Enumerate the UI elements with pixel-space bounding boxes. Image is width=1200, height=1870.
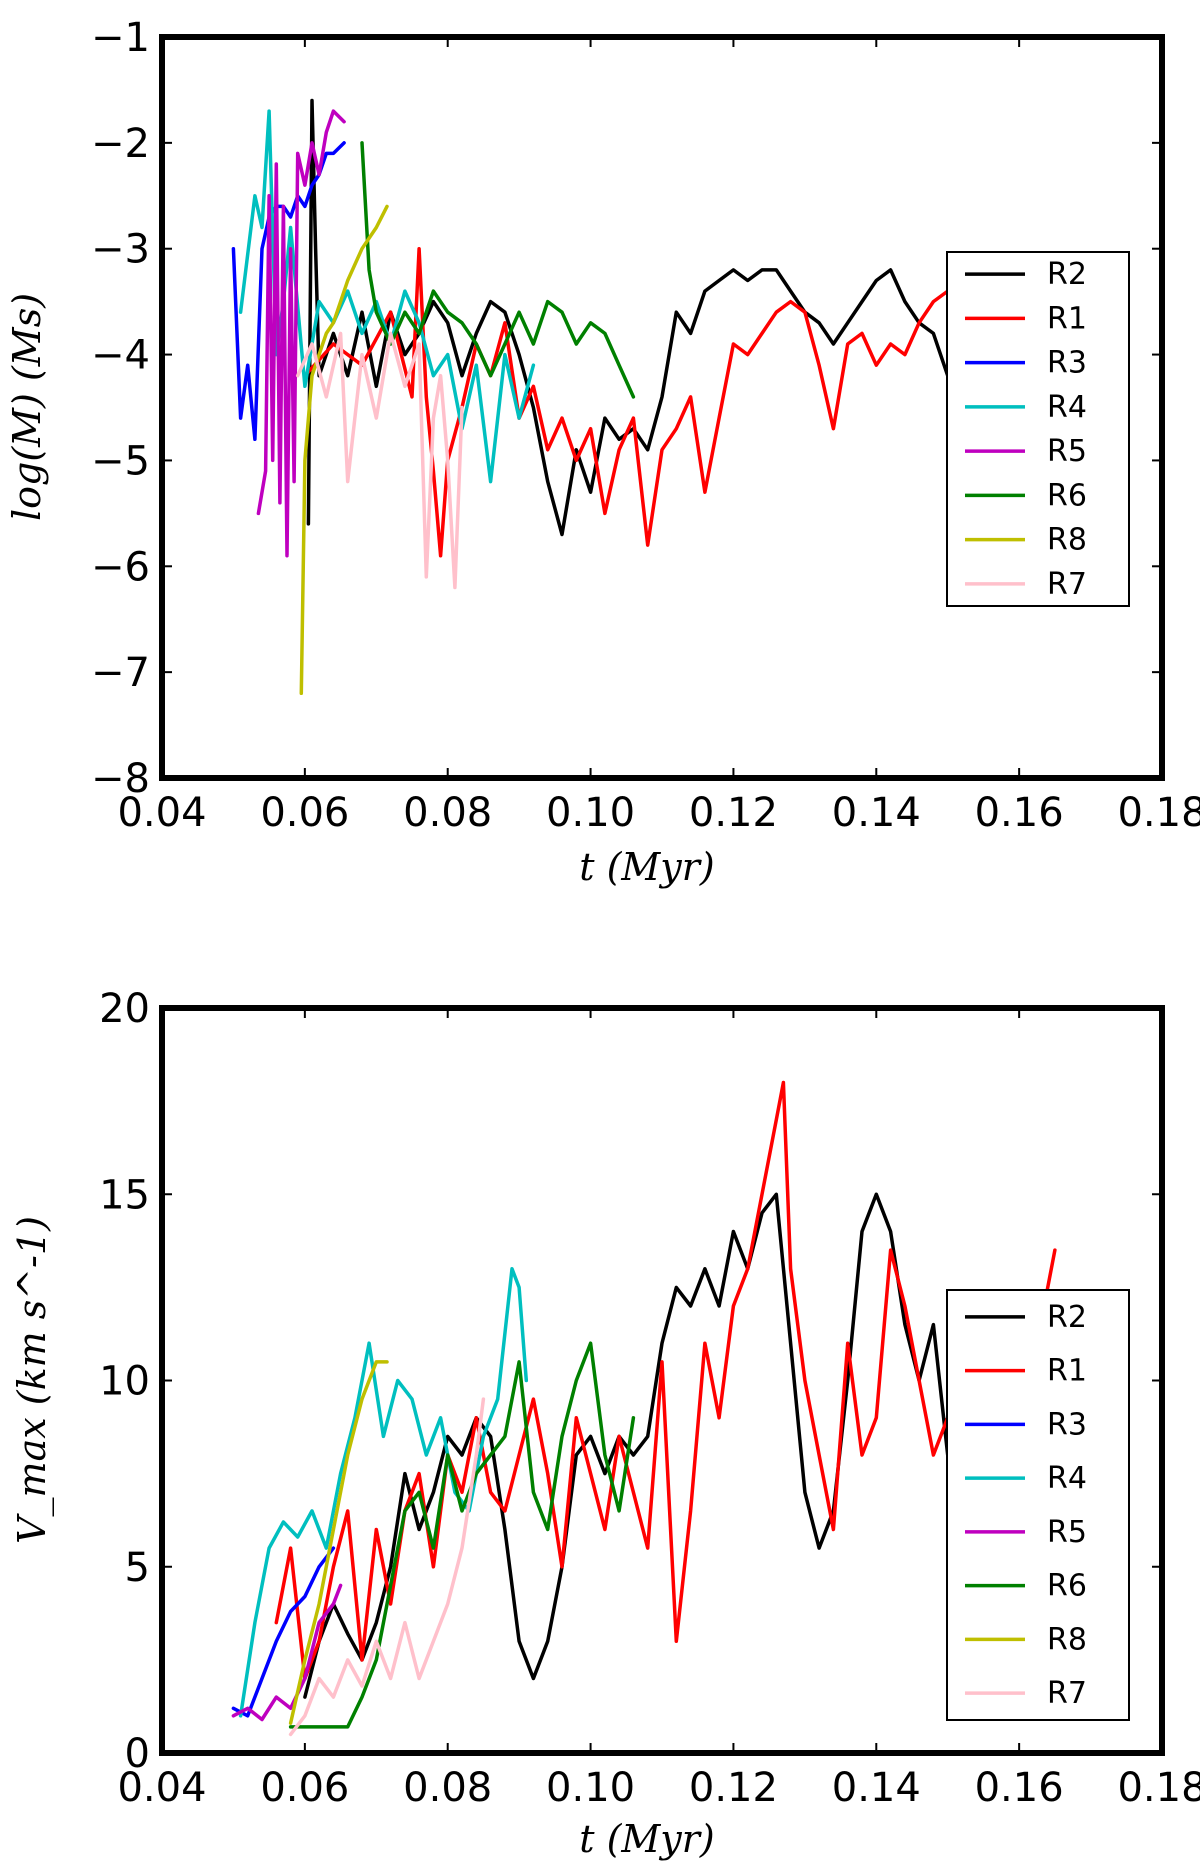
velocity-y-tick-label: 10 bbox=[99, 1359, 150, 1405]
velocity-legend: R2 R1 R3 R4 R5 R6 R8 R7 bbox=[946, 1289, 1130, 1721]
velocity-y-axis-label: V_max (km s^-1) bbox=[10, 1216, 55, 1544]
mass-y-tick-label: −7 bbox=[91, 650, 150, 696]
mass-series-r1 bbox=[303, 246, 979, 558]
velocity-legend-label-r5: R5 bbox=[1047, 1515, 1087, 1550]
velocity-y-tick-label: 0 bbox=[125, 1731, 150, 1777]
mass-y-tick-label: −8 bbox=[91, 756, 150, 802]
mass-x-tick-label: 0.12 bbox=[689, 790, 778, 836]
velocity-x-tick-label: 0.18 bbox=[1117, 1765, 1200, 1811]
mass-legend-frame bbox=[946, 251, 1130, 607]
velocity-plot-clip bbox=[231, 1080, 1057, 1737]
mass-series-r3 bbox=[231, 141, 346, 442]
mass-x-tick-label: 0.04 bbox=[117, 790, 206, 836]
velocity-x-tick-label: 0.08 bbox=[403, 1765, 492, 1811]
mass-y-tick-label: −2 bbox=[91, 121, 150, 167]
velocity-series-r8 bbox=[288, 1360, 389, 1725]
mass-legend-label-r7: R7 bbox=[1047, 567, 1087, 602]
velocity-legend-label-r7: R7 bbox=[1047, 1676, 1087, 1711]
velocity-x-tick-label: 0.16 bbox=[975, 1765, 1064, 1811]
mass-y-tick-label: −6 bbox=[91, 544, 150, 590]
velocity-legend-label-r2: R2 bbox=[1047, 1300, 1087, 1335]
velocity-y-tick-label: 20 bbox=[99, 986, 150, 1032]
velocity-plot-frame bbox=[159, 1005, 1165, 1756]
velocity-series-r7 bbox=[288, 1397, 486, 1737]
velocity-legend-label-r1: R1 bbox=[1047, 1354, 1087, 1389]
mass-legend-label-r2: R2 bbox=[1047, 257, 1087, 292]
mass-y-tick-label: −4 bbox=[91, 333, 150, 379]
mass-x-tick-label: 0.18 bbox=[1117, 790, 1200, 836]
velocity-x-tick-label: 0.06 bbox=[260, 1765, 349, 1811]
mass-series-lines bbox=[231, 98, 979, 696]
mass-x-tick-label: 0.08 bbox=[403, 790, 492, 836]
velocity-legend-label-r4: R4 bbox=[1047, 1461, 1087, 1496]
velocity-series-r6 bbox=[288, 1341, 636, 1729]
mass-legend-label-r6: R6 bbox=[1047, 478, 1087, 513]
mass-legend-label-r8: R8 bbox=[1047, 523, 1087, 558]
mass-x-axis-label: t (Myr) bbox=[579, 845, 715, 889]
mass-y-tick-label: −5 bbox=[91, 438, 150, 484]
velocity-series-r2 bbox=[303, 1192, 964, 1699]
mass-legend-label-r5: R5 bbox=[1047, 434, 1087, 469]
velocity-y-tick-label: 15 bbox=[99, 1172, 150, 1218]
velocity-series-r5 bbox=[231, 1583, 343, 1722]
velocity-x-axis-label: t (Myr) bbox=[579, 1817, 715, 1861]
mass-axis-ticks: 0.04 0.06 0.08 0.10 0.12 0.14 0.16 0.18 −8 −7 −6 −5… bbox=[91, 15, 1200, 836]
velocity-x-tick-label: 0.04 bbox=[117, 1765, 206, 1811]
mass-y-tick-label: −1 bbox=[91, 15, 150, 61]
mass-series-r8 bbox=[299, 204, 389, 696]
velocity-legend-label-r6: R6 bbox=[1047, 1569, 1087, 1604]
mass-panel: 0.04 0.06 0.08 0.10 0.12 0.14 0.16 0.18 −8 −7 −6 −5… bbox=[5, 15, 1200, 889]
mass-y-axis-label: log(M) (Ms) bbox=[5, 293, 49, 521]
velocity-x-tick-label: 0.12 bbox=[689, 1765, 778, 1811]
mass-x-tick-label: 0.14 bbox=[832, 790, 921, 836]
velocity-y-tick-label: 5 bbox=[125, 1545, 150, 1591]
velocity-x-tick-label: 0.10 bbox=[546, 1765, 635, 1811]
mass-x-tick-label: 0.10 bbox=[546, 790, 635, 836]
velocity-series-lines bbox=[231, 1080, 1057, 1737]
velocity-axis-ticks: 0.04 0.06 0.08 0.10 0.12 0.14 0.16 0.18 0 5 10 15 20 bbox=[99, 986, 1200, 1811]
mass-plot-frame bbox=[159, 34, 1165, 781]
mass-legend: R2 R1 R3 R4 R5 R6 R8 R7 bbox=[946, 251, 1130, 607]
mass-y-tick-label: −3 bbox=[91, 227, 150, 273]
mass-x-tick-label: 0.16 bbox=[975, 790, 1064, 836]
mass-legend-label-r4: R4 bbox=[1047, 390, 1087, 425]
mass-legend-label-r3: R3 bbox=[1047, 346, 1087, 381]
velocity-panel: 0.04 0.06 0.08 0.10 0.12 0.14 0.16 0.18 0 5 10 15 20… bbox=[10, 986, 1200, 1861]
mass-series-r7 bbox=[295, 331, 464, 590]
mass-series-r5 bbox=[256, 109, 346, 558]
mass-plot-clip bbox=[231, 98, 979, 696]
velocity-legend-frame bbox=[946, 1289, 1130, 1721]
mass-series-r6 bbox=[360, 141, 636, 399]
velocity-series-r4 bbox=[238, 1267, 529, 1718]
velocity-legend-label-r8: R8 bbox=[1047, 1622, 1087, 1657]
mass-legend-label-r1: R1 bbox=[1047, 301, 1087, 336]
velocity-legend-label-r3: R3 bbox=[1047, 1407, 1087, 1442]
mass-x-tick-label: 0.06 bbox=[260, 790, 349, 836]
velocity-x-tick-label: 0.14 bbox=[832, 1765, 921, 1811]
